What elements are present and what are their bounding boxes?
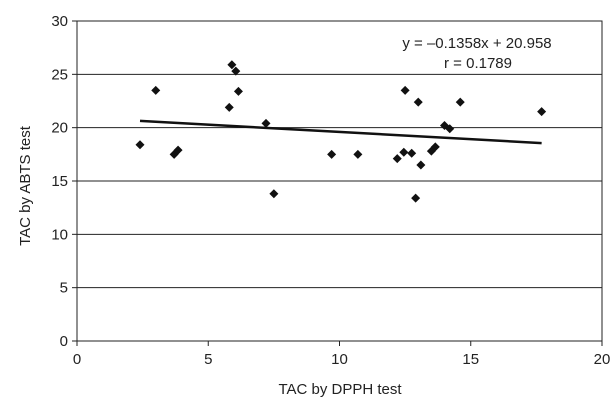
data-point <box>400 85 410 95</box>
y-tick-label: 20 <box>51 120 68 137</box>
data-points <box>135 60 547 203</box>
data-point <box>537 107 547 117</box>
data-point <box>430 142 440 152</box>
x-tick-label: 20 <box>594 351 611 368</box>
data-point <box>411 193 421 203</box>
data-point <box>233 86 243 96</box>
data-point <box>224 102 234 112</box>
data-point <box>227 60 237 70</box>
data-point <box>413 97 423 107</box>
axes <box>72 20 603 346</box>
tick-labels: 0 5 10 15 20 25 30 0 5 10 15 20 <box>51 13 610 368</box>
data-point <box>151 85 161 95</box>
y-tick-label: 15 <box>51 173 68 190</box>
data-point <box>399 147 409 157</box>
data-point <box>135 140 145 150</box>
data-point <box>261 118 271 128</box>
y-axis-label: TAC by ABTS test <box>17 125 34 246</box>
data-point <box>327 149 337 159</box>
data-point <box>416 160 426 170</box>
y-tick-label: 30 <box>51 13 68 30</box>
y-tick-label: 25 <box>51 66 68 83</box>
data-point <box>445 124 455 134</box>
data-point <box>269 189 279 199</box>
x-tick-label: 0 <box>73 351 81 368</box>
trendline <box>139 119 542 145</box>
x-tick-label: 5 <box>204 351 212 368</box>
correlation-coefficient: r = 0.1789 <box>444 55 512 72</box>
y-tick-label: 5 <box>60 280 68 297</box>
data-point <box>392 154 402 164</box>
data-point <box>173 145 183 155</box>
data-point <box>231 66 241 76</box>
y-tick-label: 10 <box>51 226 68 243</box>
gridlines <box>77 20 602 289</box>
data-point <box>440 121 449 131</box>
x-tick-label: 10 <box>331 351 348 368</box>
trendline-equation: y = –0.1358x + 20.958 <box>402 35 551 52</box>
data-point <box>407 148 417 158</box>
data-point <box>353 149 363 159</box>
y-tick-label: 0 <box>60 333 68 350</box>
x-axis-label: TAC by DPPH test <box>278 381 402 398</box>
data-point <box>455 97 465 107</box>
trendline-group <box>139 119 542 145</box>
x-tick-label: 15 <box>462 351 479 368</box>
